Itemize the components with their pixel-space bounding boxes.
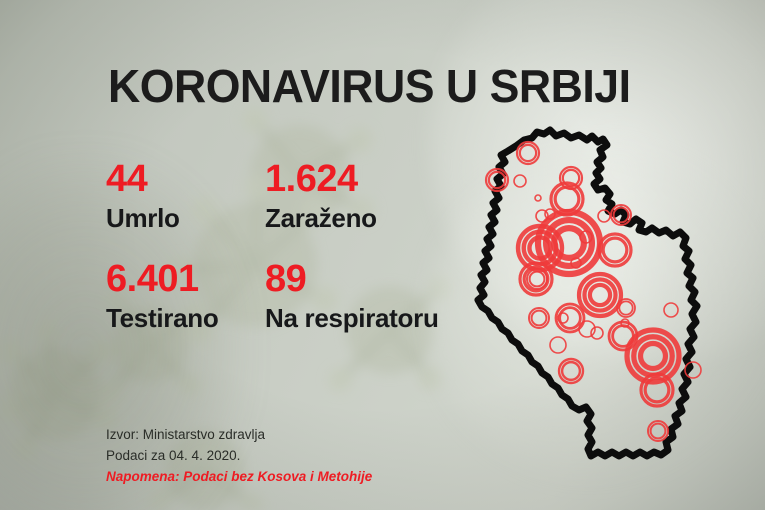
map-case-marker-ring — [597, 209, 611, 223]
map-case-marker-ring — [587, 282, 613, 308]
footer-note: Napomena: Podaci bez Kosova i Metohije — [106, 469, 373, 484]
stat-infected-value: 1.624 — [265, 158, 358, 200]
statistics-panel: 44 Umrlo 1.624 Zaraženo 6.401 Testirano … — [106, 160, 506, 360]
map-case-marker-ring — [663, 302, 679, 318]
map-case-marker-ring — [561, 168, 581, 188]
map-case-marker-ring — [576, 271, 624, 319]
map-case-marker-ring — [612, 206, 630, 224]
map-case-marker-ring — [487, 170, 507, 190]
map-case-marker-ring — [560, 360, 582, 382]
map-case-marker-ring — [522, 265, 550, 293]
map-case-marker-ring — [554, 302, 586, 334]
map-case-marker-ring — [610, 204, 632, 226]
map-case-marker-ring — [549, 336, 567, 354]
stat-deaths-label: Umrlo — [106, 203, 180, 233]
map-case-marker-ring — [535, 209, 549, 223]
page-title: KORONAVIRUS U SRBIJI — [108, 60, 631, 112]
map-case-marker-ring — [551, 225, 587, 261]
map-case-marker-ring — [528, 270, 546, 288]
footer: Izvor: Ministarstvo zdravlja Podaci za 0… — [106, 424, 372, 487]
map-case-marker-ring — [624, 327, 682, 385]
stat-tested: 6.401 Testirano — [106, 258, 219, 333]
map-case-marker-ring — [643, 376, 671, 404]
map-case-marker-ring — [528, 307, 550, 329]
stat-infected-label: Zaraženo — [265, 203, 377, 233]
stat-ventilator-value: 89 — [265, 258, 307, 300]
stat-ventilator-label: Na respiratoru — [265, 303, 439, 333]
map-case-marker-ring — [649, 422, 667, 440]
map-case-marker-ring — [558, 306, 582, 330]
serbia-outline-path — [474, 126, 701, 460]
map-case-marker-ring — [513, 174, 527, 188]
map-case-marker-ring — [542, 216, 596, 270]
map-case-marker-ring — [597, 232, 633, 268]
map-case-marker-ring — [534, 194, 542, 202]
map-case-marker-ring — [582, 277, 618, 313]
stat-deaths: 44 Umrlo — [106, 160, 180, 231]
map-case-marker-ring — [647, 420, 669, 442]
map-case-marker-ring — [518, 261, 554, 297]
stat-ventilator: 89 Na respiratoru — [265, 260, 439, 331]
serbia-map — [440, 118, 760, 488]
map-case-marker-ring — [553, 185, 581, 213]
statistics-row: 44 Umrlo 1.624 Zaraženo — [106, 160, 506, 260]
map-case-marker-ring — [530, 309, 548, 327]
map-case-marker-ring — [601, 236, 629, 264]
map-case-marker-ring — [515, 140, 541, 166]
map-case-marker-ring — [557, 357, 585, 385]
statistics-row: 6.401 Testirano 89 Na respiratoru — [106, 260, 506, 360]
background-shadow-left — [0, 150, 250, 510]
map-case-marker-ring — [578, 320, 596, 338]
map-case-marker-ring — [637, 340, 669, 372]
map-case-marker-ring — [484, 167, 510, 193]
map-case-marker-ring — [557, 312, 569, 324]
map-case-marker-ring — [590, 326, 604, 340]
map-case-marker-ring — [518, 143, 538, 163]
map-case-marker-ring — [616, 298, 636, 318]
map-case-marker-ring — [684, 361, 702, 379]
map-case-marker-ring — [579, 230, 593, 244]
map-case-marker-ring — [618, 300, 634, 316]
map-case-marker-ring — [639, 372, 675, 408]
stat-tested-label: Testirano — [106, 303, 219, 333]
footer-date: Podaci za 04. 4. 2020. — [106, 448, 241, 463]
footer-source: Izvor: Ministarstvo zdravlja — [106, 427, 266, 442]
map-case-markers — [484, 140, 702, 442]
stat-tested-value: 6.401 — [106, 258, 199, 300]
stat-infected: 1.624 Zaraženo — [265, 160, 377, 231]
stat-deaths-value: 44 — [106, 158, 148, 200]
serbia-map-svg — [474, 126, 702, 460]
